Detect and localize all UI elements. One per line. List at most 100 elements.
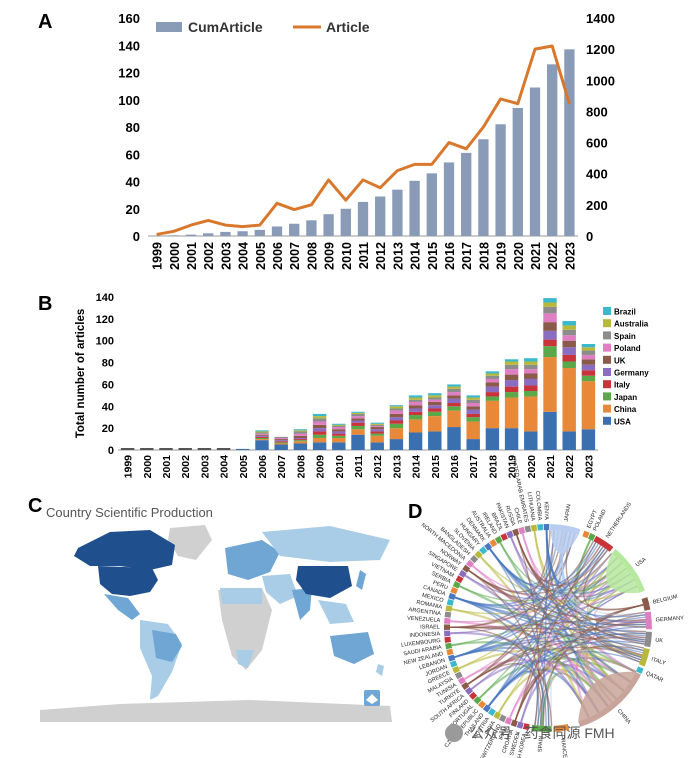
panel-b-bar-segment: [274, 442, 288, 444]
panel-a-right-tick-label: 1000: [586, 73, 615, 88]
panel-b-bar-segment: [504, 374, 519, 381]
panel-b-bar-segment: [581, 381, 596, 430]
panel-b-bar-segment: [466, 397, 480, 400]
panel-b-bar-segment: [485, 375, 500, 379]
panel-a-bar: [306, 220, 317, 236]
panel-b-bar-segment: [255, 434, 269, 436]
panel-b-bar-segment: [466, 409, 480, 414]
panel-b-bar-segment: [466, 395, 480, 398]
panel-b-bar-segment: [408, 399, 423, 402]
panel-a-x-tick-label: 2012: [374, 242, 388, 270]
panel-b-bar-segment: [466, 417, 480, 422]
panel-b-bar-segment: [408, 397, 423, 400]
panel-b-bar-segment: [504, 380, 519, 387]
chord-arc-segment: [444, 611, 452, 618]
panel-a-bar: [375, 196, 386, 236]
panel-b-bar-segment: [485, 371, 500, 374]
chord-arc-segment: [644, 631, 652, 648]
panel-b-bar-segment: [351, 434, 365, 450]
panel-b-bar-segment: [312, 421, 327, 425]
panel-a-left-tick-label: 140: [118, 38, 140, 53]
panel-b-bar-segment: [332, 425, 346, 428]
panel-b-bar-segment: [581, 359, 596, 365]
panel-b-bar-segment: [562, 354, 576, 362]
panel-b-bar-segment: [312, 416, 327, 419]
chord-arc-segment: [641, 597, 651, 611]
panel-b-legend-swatch: [603, 392, 611, 401]
panel-b-bar-segment: [543, 306, 557, 314]
panel-b-legend-label: Japan: [614, 393, 637, 402]
panel-b-bar-segment: [447, 398, 461, 404]
panel-b-bar-segment: [293, 433, 308, 436]
chord-country-label: IRAN: [498, 726, 509, 741]
panel-a-x-tick-label: 2019: [495, 242, 509, 270]
chord-country-label: BELGIUM: [652, 594, 678, 606]
panel-b-bar-segment: [255, 432, 269, 434]
panel-b-bar-segment: [428, 395, 442, 398]
panel-b-bar-segment: [524, 361, 538, 365]
panel-a-bar: [254, 229, 265, 236]
panel-b-bar-segment: [370, 429, 384, 432]
panel-a-bar: [203, 233, 214, 236]
chord-hub-ribbon: [578, 671, 636, 722]
panel-a-x-tick-label: 2015: [426, 242, 440, 270]
chord-arc-segment: [489, 539, 498, 548]
panel-b-bar-segment: [178, 448, 192, 450]
panel-b-bar-segment: [332, 442, 346, 450]
panel-b-legend-swatch: [603, 331, 611, 340]
panel-b-x-tick-label: 2008: [295, 455, 307, 479]
chord-ribbon: [454, 596, 540, 726]
chord-ribbon: [545, 530, 604, 585]
panel-b-bar-segment: [274, 444, 288, 450]
chord-country-label: UK: [655, 637, 664, 644]
panel-a-left-tick-label: 40: [126, 175, 140, 190]
chord-arc-segment: [445, 605, 453, 612]
panel-b-x-tick-label: 1999: [123, 455, 135, 479]
panel-b-bar-segment: [581, 370, 596, 376]
panel-b-x-tick-label: 2003: [199, 455, 211, 479]
panel-b-bar-segment: [581, 350, 596, 355]
panel-b-bar-segment: [389, 410, 404, 414]
panel-b-bar-segment: [389, 428, 404, 440]
panel-b-bar-segment: [351, 411, 365, 413]
panel-a-x-tick-label: 2000: [168, 242, 182, 270]
panel-b-bar-segment: [485, 373, 500, 376]
chord-arc-segment: [464, 687, 474, 696]
panel-a-right-tick-label: 600: [586, 136, 608, 151]
panel-a-bar: [426, 173, 437, 236]
map-russia: [262, 526, 390, 562]
panel-b-x-tick-label: 2009: [315, 455, 327, 479]
chord-country-label: ITALY: [650, 657, 666, 667]
chord-country-label: LITHUANIA: [526, 492, 536, 522]
panel-b-legend-swatch: [603, 355, 611, 364]
panel-b-bar-segment: [332, 423, 346, 425]
panel-b-legend-label: Brazil: [614, 308, 636, 317]
panel-a-right-tick-label: 400: [586, 167, 608, 182]
chord-country-label: MEXICO: [421, 593, 444, 605]
panel-b-x-tick-label: 2022: [564, 455, 576, 479]
chord-ribbon: [516, 534, 608, 587]
chord-ribbon: [539, 530, 548, 726]
panel-a-article-line: [156, 44, 571, 236]
chord-country-label: GERMANY: [656, 615, 685, 623]
panel-b-bar-segment: [351, 418, 365, 421]
panel-b-bar-segment: [370, 433, 384, 436]
panel-a-bar: [529, 87, 541, 236]
panel-b-bar-segment: [274, 440, 288, 442]
chord-arc-segment: [444, 624, 451, 631]
chord-arc-segment: [484, 542, 493, 551]
panel-a-bar: [168, 235, 179, 236]
panel-b-bar-segment: [370, 424, 384, 426]
panel-b-bar-segment: [543, 298, 557, 303]
panel-b-bar-segment: [370, 442, 384, 450]
map-canada: [74, 530, 175, 570]
panel-a-legend-swatch-cumarticle: [156, 22, 182, 32]
panel-b-bar-segment: [255, 431, 269, 433]
panel-a-bar: [340, 208, 351, 236]
chord-arc-segment: [522, 723, 530, 731]
panel-b-bar-segment: [332, 437, 346, 443]
chord-country-label: ROMANIA: [416, 600, 443, 611]
panel-a-bar: [547, 64, 558, 236]
panel-a-right-tick-label: 1200: [586, 42, 615, 57]
map-europe: [225, 540, 280, 580]
